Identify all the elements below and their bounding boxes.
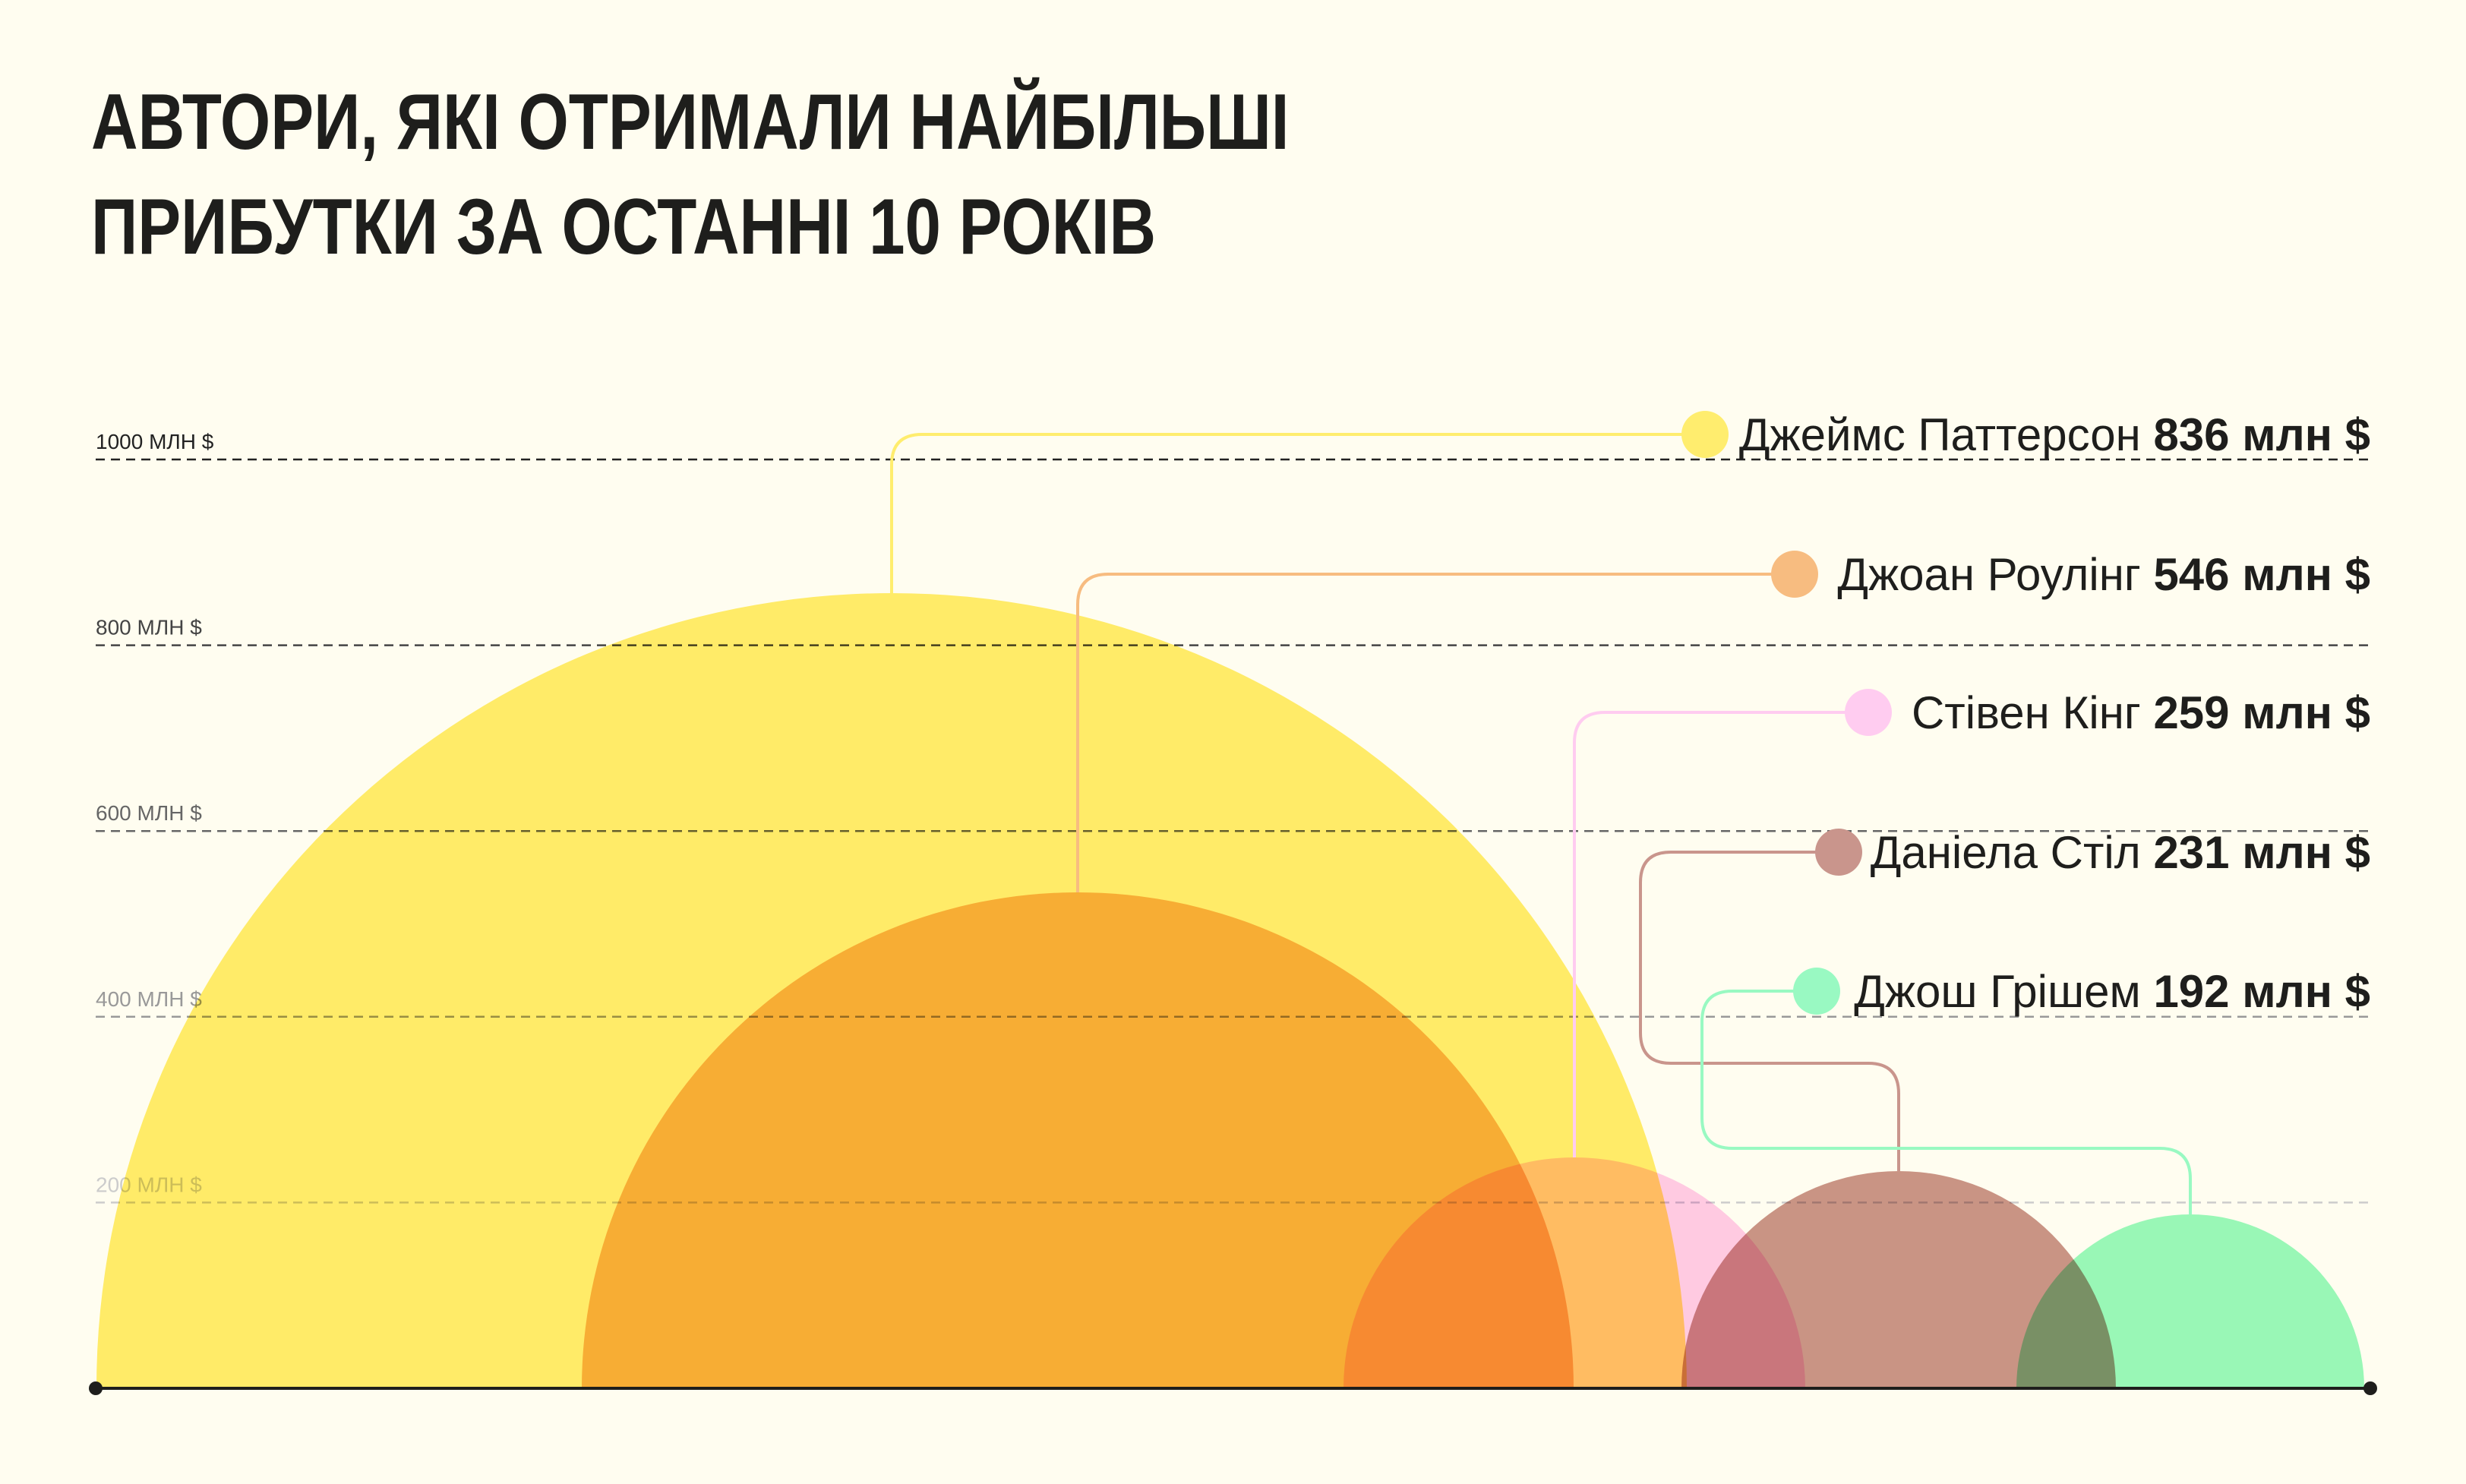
author-name: Даніела Стіл: [1871, 827, 2154, 878]
author-label: Даніела Стіл 231 млн $: [1871, 827, 2370, 878]
baseline: [89, 1381, 2377, 1395]
author-value: 231 млн $: [2153, 827, 2370, 878]
bubble-4: [2016, 1214, 2364, 1388]
author-value: 259 млн $: [2153, 687, 2370, 738]
y-tick-label: 400 МЛН $: [96, 987, 202, 1011]
author-label: Джеймс Паттерсон 836 млн $: [1739, 409, 2370, 460]
author-value: 192 млн $: [2153, 966, 2370, 1017]
connector-1: [1076, 573, 1795, 892]
author-name: Стівен Кінг: [1912, 687, 2154, 738]
legend-dot: [1845, 689, 1892, 736]
connector-3: [1639, 851, 1900, 1171]
author-label: Стівен Кінг 259 млн $: [1912, 687, 2370, 738]
connector-2: [1573, 711, 1868, 1157]
legend-dot: [1771, 551, 1818, 598]
title-line-2: ПРИБУТКИ ЗА ОСТАННІ 10 РОКІВ: [91, 183, 1156, 271]
bubble-1: [582, 892, 1574, 1388]
connector-0: [890, 433, 1705, 593]
y-tick-label: 600 МЛН $: [96, 801, 202, 825]
author-value: 546 млн $: [2153, 549, 2370, 600]
author-name: Джош Грішем: [1854, 966, 2153, 1017]
author-name: Джеймс Паттерсон: [1739, 409, 2154, 460]
author-name: Джоан Роулінг: [1837, 549, 2153, 600]
connectors: [890, 433, 2192, 1214]
bubble-3: [1681, 1171, 2116, 1388]
author-label: Джош Грішем 192 млн $: [1854, 966, 2370, 1017]
author-value: 836 млн $: [2153, 409, 2370, 460]
y-tick-label: 800 МЛН $: [96, 616, 202, 639]
title-line-1: АВТОРИ, ЯКІ ОТРИМАЛИ НАЙБІЛЬШІ: [91, 77, 1289, 166]
y-tick-label: 1000 МЛН $: [96, 430, 214, 453]
connector-4: [1700, 990, 2192, 1214]
legend-dot: [1815, 829, 1862, 876]
legend-dot: [1793, 968, 1840, 1015]
legend-dot: [1681, 411, 1729, 458]
bubbles: [96, 593, 2364, 1388]
author-label: Джоан Роулінг 546 млн $: [1837, 549, 2370, 600]
labels: Джеймс Паттерсон 836 млн $ Джоан Роулінг …: [1681, 409, 2370, 1017]
